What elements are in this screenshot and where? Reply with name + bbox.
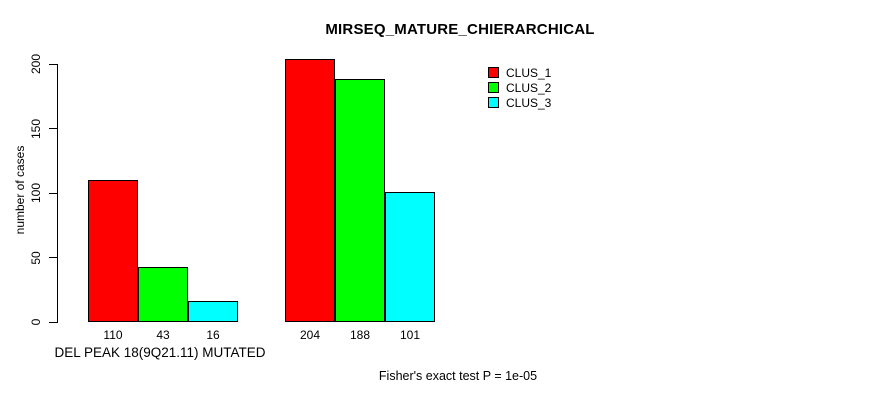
bar-clus_1-group1: [88, 180, 138, 322]
y-axis-tick-label: 50: [29, 250, 43, 265]
legend-color-swatch: [488, 82, 499, 93]
y-axis-tick: [49, 257, 58, 258]
bar-value-label: 110: [103, 328, 123, 342]
y-axis-tick-label: 100: [29, 182, 43, 204]
bar-clus_2-group2: [335, 79, 385, 322]
chart-title: MIRSEQ_MATURE_CHIERARCHICAL: [325, 21, 595, 38]
bar-value-label: 43: [156, 328, 170, 342]
legend: CLUS_1 CLUS_2 CLUS_3: [488, 65, 551, 110]
y-axis-line: [57, 64, 58, 323]
y-axis-tick-label: 200: [29, 53, 43, 75]
legend-item-label: CLUS_1: [506, 65, 552, 80]
y-axis-tick-label: 150: [29, 118, 43, 139]
legend-item: CLUS_3: [488, 95, 551, 110]
y-axis-tick-label: 0: [29, 318, 43, 326]
bar-clus_3-group2: [385, 192, 435, 322]
fisher-test-annotation: Fisher's exact test P = 1e-05: [378, 369, 538, 383]
bar-clus_2-group1: [138, 267, 188, 322]
bar-value-label: 188: [349, 328, 371, 342]
legend-item-label: CLUS_2: [506, 80, 552, 95]
y-axis-tick: [49, 63, 58, 65]
legend-color-swatch: [488, 67, 499, 78]
bar-value-label: 101: [399, 328, 421, 342]
bar-value-label: 204: [299, 328, 321, 342]
legend-item: CLUS_2: [488, 80, 551, 95]
legend-color-swatch: [488, 97, 499, 108]
y-axis-tick: [49, 321, 58, 323]
bar-value-label: 16: [206, 328, 220, 342]
y-axis-tick: [49, 128, 58, 129]
legend-item: CLUS_1: [488, 65, 551, 80]
bar-clus_3-group1: [188, 301, 238, 322]
y-axis-tick: [49, 192, 58, 194]
bar-clus_1-group2: [285, 59, 335, 322]
x-axis-group-label: DEL PEAK 18(9Q21.11) MUTATED: [54, 345, 266, 360]
legend-item-label: CLUS_3: [506, 95, 552, 110]
